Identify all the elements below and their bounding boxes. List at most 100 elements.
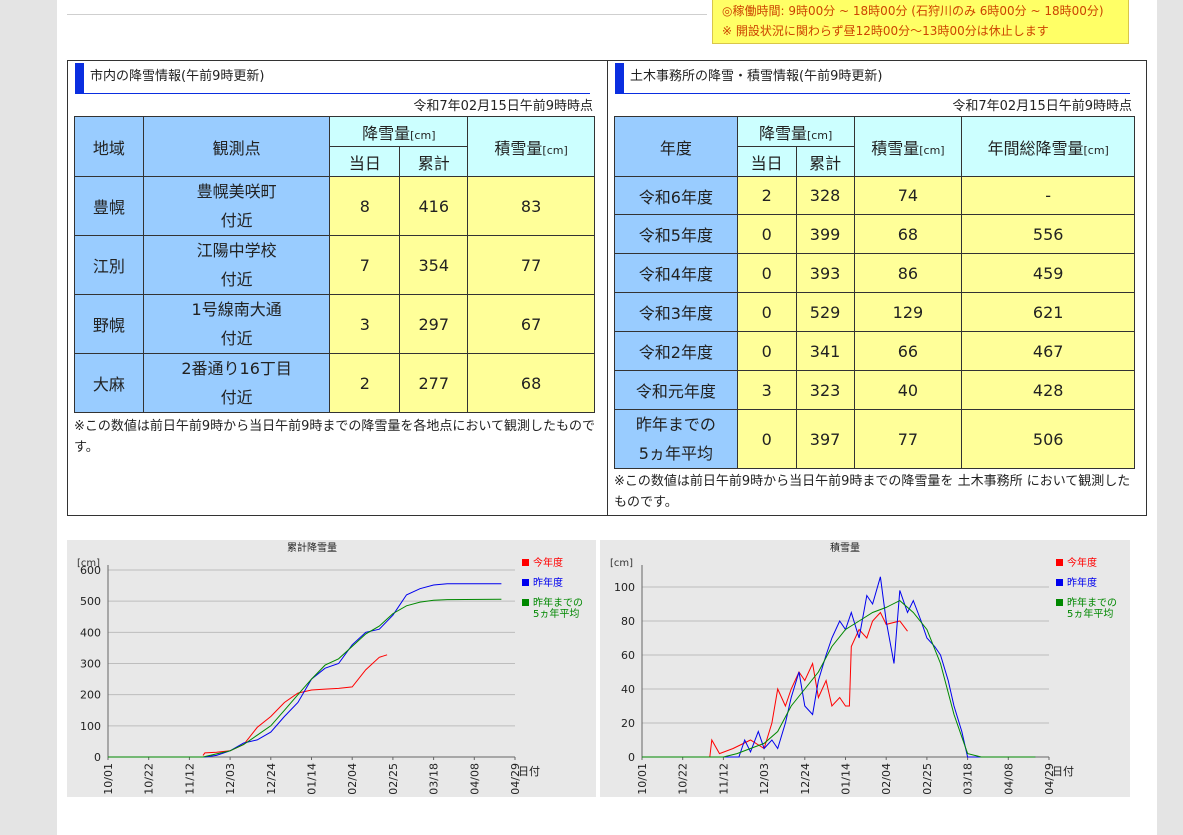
x-tick-label: 12/24 xyxy=(265,763,278,795)
operating-hours-notice: ◎稼働時間: 9時00分 ~ 18時00分 (石狩川のみ 6時00分 ~ 18時… xyxy=(712,0,1129,44)
header-snowfall: 降雪量[cm] xyxy=(736,116,855,147)
year-cell: 令和3年度 xyxy=(614,292,738,332)
city-note: ※この数値は前日午前9時から当日午前9時までの降雪量を各地点において観測したもの… xyxy=(74,419,596,455)
civil-panel-title: 土木事務所の降雪・積雪情報(午前9時更新) xyxy=(615,63,1130,94)
today-cell: 0 xyxy=(736,253,797,293)
x-tick-label: 12/03 xyxy=(224,763,237,795)
series-line xyxy=(642,600,1036,758)
today-cell: 0 xyxy=(736,214,797,254)
total-cell: 323 xyxy=(795,370,855,410)
today-cell: 7 xyxy=(329,235,401,295)
year-cell: 令和2年度 xyxy=(614,331,738,371)
x-tick-label: 10/01 xyxy=(636,763,649,795)
y-tick-label: 0 xyxy=(628,751,635,764)
y-axis-unit: [cm] xyxy=(77,558,100,569)
x-tick-label: 03/18 xyxy=(428,763,441,795)
cumulative-snowfall-svg: 累計降雪量 [cm] 0 100 200 300 400 500 600 10/01 10/22 11… xyxy=(77,541,583,795)
page: ◎稼働時間: 9時00分 ~ 18時00分 (石狩川のみ 6時00分 ~ 18時… xyxy=(57,0,1157,835)
annual-cell: 467 xyxy=(961,331,1135,371)
table-row: 令和6年度 2 328 74 - xyxy=(614,176,1135,215)
table-row: 野幌 1号線南大通 付近 3 297 67 xyxy=(74,294,595,354)
header-today: 当日 xyxy=(329,146,401,177)
total-cell: 529 xyxy=(795,292,855,332)
legend-label: 昨年度 xyxy=(1067,576,1097,589)
snow-depth-svg: 積雪量 [cm] 0 20 40 60 80 100 10/01 10/22 11/12 12/03 1… xyxy=(610,541,1117,795)
snow-depth-chart: 積雪量 [cm] 0 20 40 60 80 100 10/01 10/22 11/12 12/03 1… xyxy=(600,540,1130,797)
today-cell: 2 xyxy=(329,353,401,413)
depth-cell: 129 xyxy=(853,292,963,332)
today-cell: 2 xyxy=(736,176,797,215)
cumulative-snowfall-chart: 累計降雪量 [cm] 0 100 200 300 400 500 600 10/01 10/22 11… xyxy=(67,540,596,797)
divider xyxy=(67,14,707,15)
x-axis-label: 日付 xyxy=(518,765,540,778)
table-row: 令和3年度 0 529 129 621 xyxy=(614,292,1135,332)
x-tick-label: 04/29 xyxy=(509,763,522,795)
annual-cell: 621 xyxy=(961,292,1135,332)
table-row: 令和5年度 0 399 68 556 xyxy=(614,214,1135,254)
total-cell: 277 xyxy=(399,353,469,413)
total-cell: 341 xyxy=(795,331,855,371)
total-cell: 354 xyxy=(399,235,469,295)
year-cell: 令和元年度 xyxy=(614,370,738,410)
depth-cell: 77 xyxy=(853,409,963,469)
depth-cell: 77 xyxy=(467,235,595,295)
depth-cell: 66 xyxy=(853,331,963,371)
civil-note: ※この数値は前日午前9時から当日午前9時までの降雪量を 土木事務所 において観測… xyxy=(614,474,1131,510)
annual-cell: - xyxy=(961,176,1135,215)
y-axis-unit: [cm] xyxy=(610,558,633,569)
point-cell: 豊幌美咲町 付近 xyxy=(142,176,331,236)
year-cell: 令和4年度 xyxy=(614,253,738,293)
civil-office-panel: 土木事務所の降雪・積雪情報(午前9時更新) 令和7年02月15日午前9時時点 年… xyxy=(607,60,1147,516)
header-year: 年度 xyxy=(614,116,738,177)
legend-label: 今年度 xyxy=(533,556,563,569)
legend-label: 昨年までの 5ヵ年平均 xyxy=(1067,596,1117,620)
region-cell: 野幌 xyxy=(74,294,144,354)
break-time-text: ※ 開設状況に関わらず昼12時00分～13時00分は休止します xyxy=(722,24,1049,38)
header-depth: 積雪量[cm] xyxy=(467,116,595,177)
today-cell: 8 xyxy=(329,176,401,236)
x-tick-label: 12/03 xyxy=(758,763,771,795)
region-cell: 豊幌 xyxy=(74,176,144,236)
x-tick-label: 02/25 xyxy=(387,763,400,795)
table-row-average: 昨年までの 5ヵ年平均 0 397 77 506 xyxy=(614,409,1135,469)
year-cell: 令和6年度 xyxy=(614,176,738,215)
x-tick-label: 04/08 xyxy=(468,763,481,795)
total-cell: 416 xyxy=(399,176,469,236)
x-tick-label: 04/08 xyxy=(1002,763,1015,795)
table-row: 豊幌 豊幌美咲町 付近 8 416 83 xyxy=(74,176,595,236)
legend-swatch xyxy=(1056,559,1063,566)
point-cell: 1号線南大通 付近 xyxy=(142,294,331,354)
y-tick-label: 40 xyxy=(621,683,635,696)
x-axis-label: 日付 xyxy=(1052,765,1074,778)
point-cell: 2番通り16丁目 付近 xyxy=(142,353,331,413)
year-cell: 昨年までの 5ヵ年平均 xyxy=(614,409,738,469)
y-tick-label: 200 xyxy=(80,689,101,702)
chart-title: 積雪量 xyxy=(830,541,860,554)
today-cell: 0 xyxy=(736,292,797,332)
header-point: 観測点 xyxy=(142,116,331,177)
x-tick-label: 10/22 xyxy=(143,763,156,795)
y-tick-label: 20 xyxy=(621,717,635,730)
annual-cell: 428 xyxy=(961,370,1135,410)
civil-as-of-date: 令和7年02月15日午前9時時点 xyxy=(952,99,1132,114)
chart-title: 累計降雪量 xyxy=(287,541,337,554)
total-cell: 397 xyxy=(795,409,855,469)
civil-snowfall-table: 年度 降雪量[cm] 積雪量[cm] 年間総降雪量[cm] 当日 累計 令和6年… xyxy=(614,116,1135,469)
today-cell: 0 xyxy=(736,331,797,371)
y-tick-label: 600 xyxy=(80,564,101,577)
series-line xyxy=(709,611,908,758)
depth-cell: 67 xyxy=(467,294,595,354)
x-tick-label: 01/14 xyxy=(306,763,319,795)
depth-cell: 40 xyxy=(853,370,963,410)
y-tick-label: 0 xyxy=(94,751,101,764)
depth-cell: 83 xyxy=(467,176,595,236)
depth-cell: 74 xyxy=(853,176,963,215)
annual-cell: 556 xyxy=(961,214,1135,254)
y-tick-label: 400 xyxy=(80,626,101,639)
depth-cell: 68 xyxy=(853,214,963,254)
today-cell: 3 xyxy=(329,294,401,354)
series-line xyxy=(202,654,388,756)
legend-label: 昨年までの 5ヵ年平均 xyxy=(533,596,583,620)
legend-swatch xyxy=(1056,599,1063,606)
point-cell: 江陽中学校 付近 xyxy=(142,235,331,295)
